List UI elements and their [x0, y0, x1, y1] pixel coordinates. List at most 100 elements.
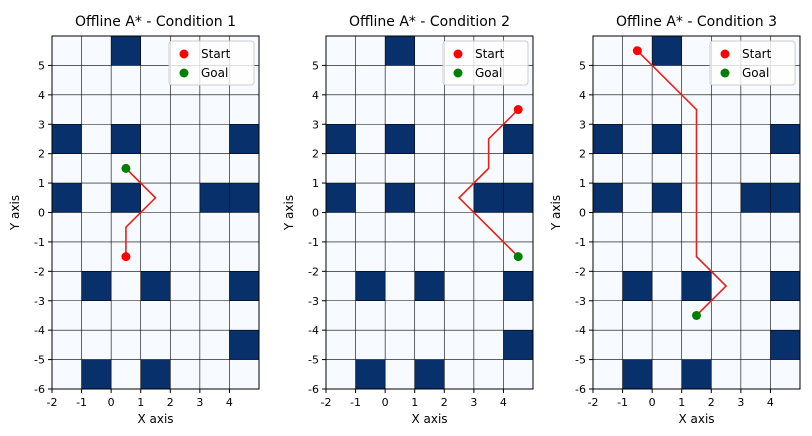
panel-2: -2 -1 0 1 2 3 4 -6 -5 -4 -3 -2 -1 0 1 2 3 4 5 Offline A* - … — [282, 14, 534, 426]
obstacle-cell — [355, 359, 386, 389]
x-tick-label: 0 — [382, 396, 389, 409]
y-tick-label: -4 — [34, 324, 45, 337]
y-tick-label: -2 — [34, 265, 45, 278]
legend-box — [168, 40, 255, 86]
x-tick-label: 4 — [226, 396, 233, 409]
y-tick-label: 2 — [38, 148, 45, 161]
legend-box — [442, 40, 529, 86]
x-tick-label: -1 — [350, 396, 361, 409]
x-axis-label: X axis — [137, 412, 173, 426]
path-line — [636, 50, 728, 317]
obstacle-cell — [81, 359, 112, 389]
obstacle-cell — [385, 183, 415, 213]
y-tick-label: 1 — [312, 177, 319, 190]
x-tick-label: -2 — [47, 396, 58, 409]
legend-start-label: Start — [742, 47, 772, 61]
y-tick-label: -2 — [575, 265, 586, 278]
y-tick-label: 2 — [579, 148, 586, 161]
legend-goal-marker — [453, 68, 463, 78]
y-axis-label: Y axis — [8, 195, 22, 231]
obstacle-cell — [740, 183, 771, 213]
y-tick-label: -5 — [34, 354, 45, 367]
obstacle-cell — [111, 124, 141, 154]
path-line — [457, 108, 519, 258]
y-tick-label: 0 — [312, 207, 319, 220]
y-axis-label: Y axis — [549, 195, 563, 231]
obstacle-cell — [385, 124, 415, 154]
y-tick-label: -5 — [575, 354, 586, 367]
obstacle-cell — [414, 271, 445, 301]
y-tick-label: 3 — [38, 118, 45, 131]
legend-goal-label: Goal — [742, 66, 769, 80]
y-tick-label: -4 — [308, 324, 319, 337]
obstacle-cell — [652, 183, 682, 213]
x-tick-label: -1 — [617, 396, 628, 409]
legend-box — [709, 40, 796, 86]
obstacle-cell — [111, 36, 141, 66]
x-tick-label: 3 — [196, 396, 203, 409]
obstacle-cell — [770, 330, 800, 360]
x-tick-label: -1 — [76, 396, 87, 409]
x-tick-label: 4 — [767, 396, 774, 409]
path-line — [125, 167, 157, 257]
x-tick-label: 0 — [108, 396, 115, 409]
chart-title: Offline A* - Condition 1 — [75, 14, 236, 30]
x-tick-label: -2 — [321, 396, 332, 409]
y-tick-label: 4 — [579, 89, 586, 102]
y-tick-label: 4 — [38, 89, 45, 102]
y-tick-label: 5 — [38, 59, 45, 72]
obstacle-cell — [503, 124, 533, 154]
obstacle-cell — [326, 124, 356, 154]
y-axis-label: Y axis — [282, 195, 296, 231]
y-tick-label: -1 — [308, 236, 319, 249]
obstacle-cell — [473, 183, 504, 213]
y-tick-label: -1 — [34, 236, 45, 249]
chart-title: Offline A* - Condition 2 — [349, 14, 510, 30]
y-tick-label: 1 — [38, 177, 45, 190]
legend-start-marker — [179, 49, 189, 59]
x-tick-label: 2 — [441, 396, 448, 409]
obstacle-cell — [622, 271, 653, 301]
x-tick-label: 2 — [167, 396, 174, 409]
obstacle-cell — [652, 36, 682, 66]
legend-start-label: Start — [201, 47, 231, 61]
obstacle-cell — [229, 271, 259, 301]
y-tick-label: -6 — [575, 383, 586, 396]
obstacle-cell — [229, 330, 259, 360]
obstacle-cell — [140, 359, 171, 389]
x-tick-label: 0 — [649, 396, 656, 409]
legend-goal-label: Goal — [201, 66, 228, 80]
y-tick-label: 3 — [312, 118, 319, 131]
legend-goal-marker — [720, 68, 730, 78]
legend-start-label: Start — [475, 47, 505, 61]
x-axis-label: X axis — [678, 412, 714, 426]
y-tick-label: 3 — [579, 118, 586, 131]
y-tick-label: -1 — [575, 236, 586, 249]
obstacle-cell — [770, 124, 800, 154]
y-tick-label: 1 — [579, 177, 586, 190]
goal-marker — [692, 310, 701, 320]
obstacle-cell — [652, 124, 682, 154]
y-tick-label: -6 — [34, 383, 45, 396]
y-tick-label: 5 — [312, 59, 319, 72]
x-tick-label: 3 — [737, 396, 744, 409]
obstacle-cell — [503, 271, 533, 301]
y-tick-label: -6 — [308, 383, 319, 396]
legend-start-marker — [720, 49, 730, 59]
y-tick-label: -4 — [575, 324, 586, 337]
obstacle-cell — [503, 183, 533, 213]
y-tick-label: 4 — [312, 89, 319, 102]
obstacle-cell — [503, 330, 533, 360]
obstacle-cell — [622, 359, 653, 389]
y-tick-label: 0 — [38, 207, 45, 220]
chart-title: Offline A* - Condition 3 — [616, 14, 777, 30]
obstacle-cell — [593, 124, 623, 154]
goal-marker — [513, 252, 523, 262]
obstacle-cell — [593, 183, 623, 213]
legend-start-marker — [453, 49, 463, 59]
x-tick-label: 1 — [411, 396, 418, 409]
obstacle-cell — [355, 271, 386, 301]
x-tick-label: 1 — [137, 396, 144, 409]
y-tick-label: -3 — [308, 295, 319, 308]
y-tick-label: -3 — [575, 295, 586, 308]
